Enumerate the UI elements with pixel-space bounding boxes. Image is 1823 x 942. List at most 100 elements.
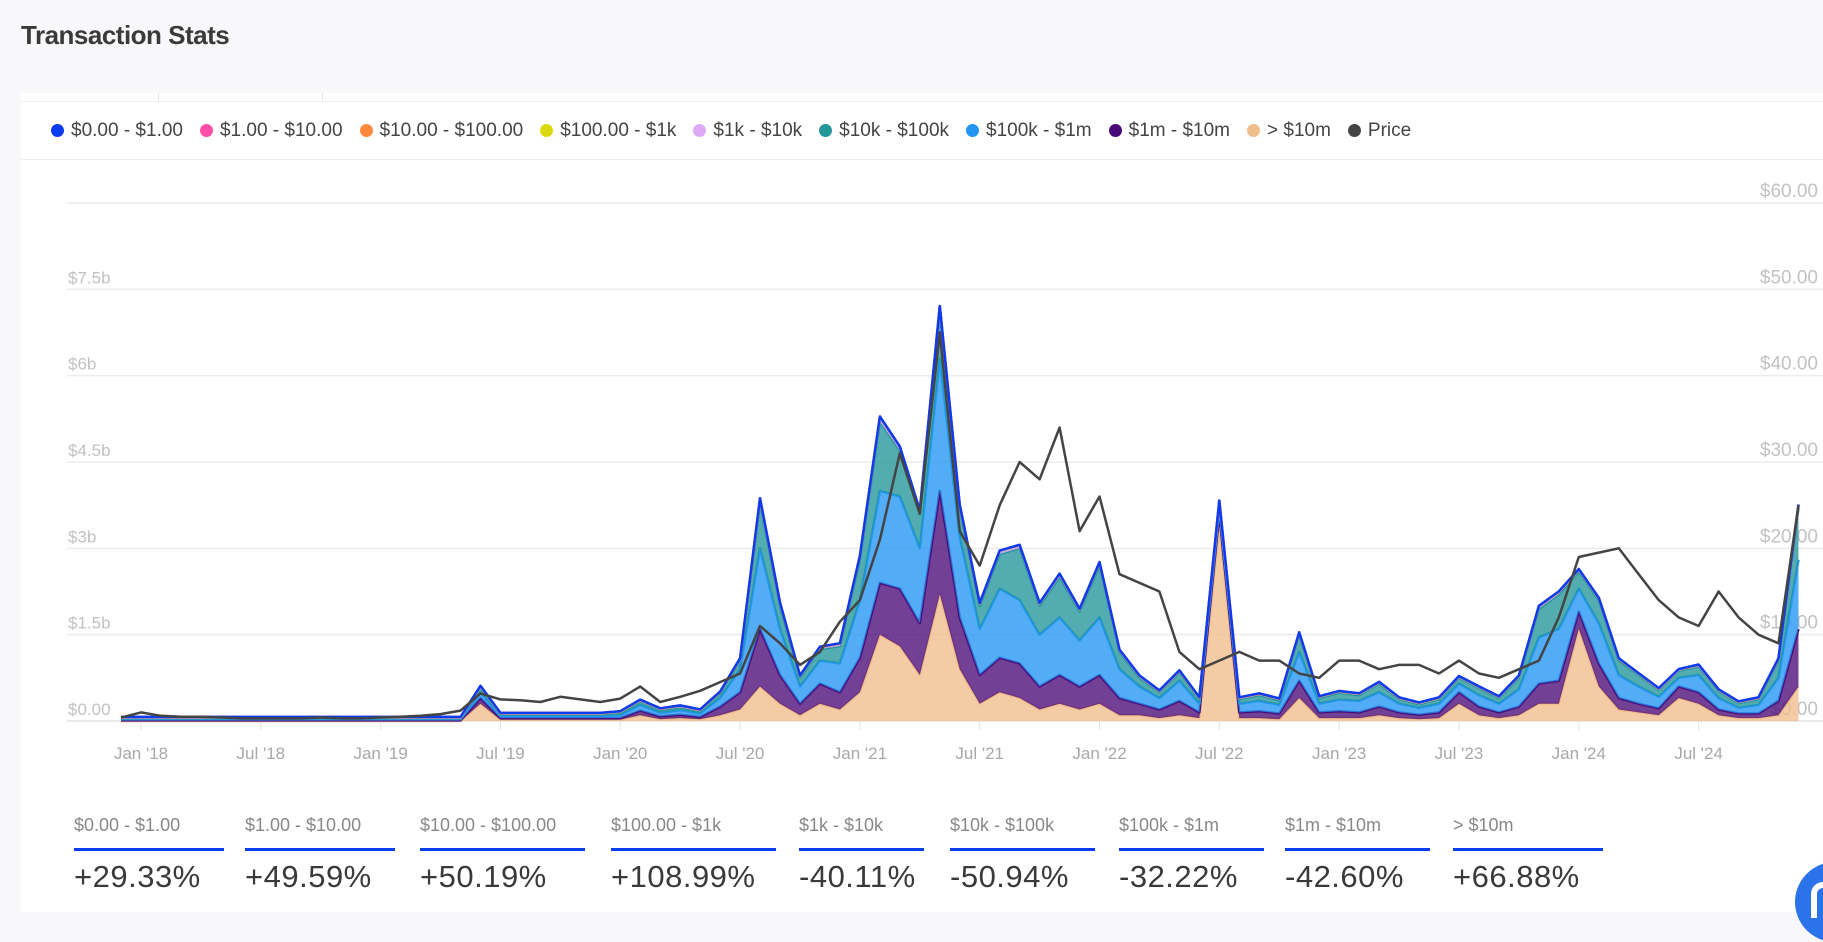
legend-dot-icon bbox=[966, 124, 980, 137]
legend-item[interactable]: Price bbox=[1347, 119, 1412, 142]
legend-dot-icon bbox=[51, 124, 64, 137]
stat-underline bbox=[1119, 848, 1264, 851]
x-tick-label: Jan '21 bbox=[833, 744, 887, 763]
x-tick-label: Jul '22 bbox=[1195, 744, 1244, 763]
stat-label: $0.00 - $1.00 bbox=[74, 815, 181, 835]
legend-label: Price bbox=[1367, 119, 1412, 141]
y-left-tick-label: $3b bbox=[68, 527, 96, 546]
y-left-tick-label: $7.5b bbox=[68, 268, 111, 287]
stat-underline bbox=[74, 848, 224, 851]
legend-label: $100.00 - $1k bbox=[560, 119, 677, 141]
x-tick-label: Jan '20 bbox=[593, 744, 647, 763]
x-tick-label: Jul '24 bbox=[1674, 744, 1723, 763]
x-tick-label: Jan '23 bbox=[1312, 744, 1366, 763]
legend-dot-icon bbox=[693, 124, 707, 137]
tab-strip bbox=[21, 93, 1823, 102]
legend-item[interactable]: $100k - $1m bbox=[966, 120, 1092, 142]
stat-underline bbox=[611, 848, 776, 851]
stat-label: $10.00 - $100.00 bbox=[420, 815, 557, 835]
legend-dot-icon bbox=[199, 124, 213, 137]
stat-value: -50.94% bbox=[950, 859, 1069, 894]
stat-item: $100.00 - $1k +108.99% bbox=[611, 815, 776, 895]
y-right-tick-label: $50.00 bbox=[1760, 267, 1818, 288]
legend-item[interactable]: $100.00 - $1k bbox=[540, 120, 676, 142]
legend-label: $1k - $10k bbox=[713, 119, 803, 141]
legend-label: > $10m bbox=[1267, 119, 1331, 141]
legend-label: $1m - $10m bbox=[1128, 119, 1231, 141]
stat-item: $10.00 - $100.00 +50.19% bbox=[420, 815, 585, 895]
stat-item: $1m - $10m -42.60% bbox=[1285, 815, 1430, 895]
stat-label: > $10m bbox=[1453, 815, 1514, 835]
legend-dot-icon bbox=[1247, 124, 1261, 137]
x-tick-label: Jul '18 bbox=[236, 744, 285, 763]
stat-value: +49.59% bbox=[245, 859, 372, 894]
x-tick-label: Jul '21 bbox=[955, 744, 1004, 763]
stat-value: +29.33% bbox=[74, 859, 201, 894]
x-tick-label: Jan '22 bbox=[1072, 744, 1126, 763]
legend-item[interactable]: $1.00 - $10.00 bbox=[199, 119, 343, 142]
y-left-tick-label: $6b bbox=[68, 355, 96, 374]
area--10k-100k bbox=[121, 312, 1799, 720]
legend-item[interactable]: $10k - $100k bbox=[819, 120, 949, 142]
stat-label: $1.00 - $10.00 bbox=[245, 815, 362, 835]
stat-value: +50.19% bbox=[420, 859, 547, 894]
x-tick-label: Jan '24 bbox=[1552, 744, 1606, 763]
y-left-tick-label: $4.5b bbox=[68, 441, 111, 460]
legend-item[interactable]: $10.00 - $100.00 bbox=[359, 119, 524, 142]
stat-underline bbox=[1285, 848, 1430, 851]
chart-legend: $0.00 - $1.00 $1.00 - $10.00 $10.00 - $100… bbox=[21, 102, 1823, 160]
stat-item: $1.00 - $10.00 +49.59% bbox=[245, 815, 395, 895]
y-right-tick-label: $40.00 bbox=[1760, 354, 1818, 375]
y-right-tick-label: $30.00 bbox=[1760, 440, 1818, 461]
legend-dot-icon bbox=[1108, 124, 1122, 137]
stat-underline bbox=[245, 848, 395, 851]
stat-label: $1m - $10m bbox=[1285, 815, 1382, 835]
y-left-tick-label: $0.00 bbox=[68, 700, 111, 719]
x-tick-label: Jan '18 bbox=[114, 744, 168, 763]
stat-underline bbox=[1453, 848, 1603, 851]
legend-label: $100k - $1m bbox=[986, 119, 1092, 141]
stat-item: $0.00 - $1.00 +29.33% bbox=[74, 815, 224, 895]
stat-value: +66.88% bbox=[1453, 859, 1580, 894]
legend-label: $1.00 - $10.00 bbox=[219, 119, 343, 141]
legend-label: $0.00 - $1.00 bbox=[71, 119, 183, 141]
stat-item: $10k - $100k -50.94% bbox=[950, 815, 1095, 895]
x-tick-label: Jan '19 bbox=[353, 744, 407, 763]
legend-item[interactable]: $1k - $10k bbox=[693, 120, 802, 142]
legend-dot-icon bbox=[819, 124, 833, 137]
transaction-stats-chart: $0.00$1.5b$3b$4.5b$6b$7.5b$0.00$10.00$20… bbox=[67, 181, 1823, 763]
stat-item: $1k - $10k -40.11% bbox=[799, 815, 924, 895]
stat-value: -40.11% bbox=[799, 859, 916, 894]
chat-icon bbox=[1811, 882, 1823, 918]
page-title: Transaction Stats bbox=[21, 20, 230, 50]
area--10m bbox=[121, 525, 1799, 721]
legend-dot-icon bbox=[1347, 124, 1361, 137]
y-right-tick-label: $60.00 bbox=[1760, 181, 1818, 202]
stat-label: $10k - $100k bbox=[950, 815, 1055, 835]
x-tick-label: Jul '23 bbox=[1435, 744, 1484, 763]
legend-label: $10.00 - $100.00 bbox=[379, 119, 524, 141]
stat-value: +108.99% bbox=[611, 859, 756, 894]
legend-item[interactable]: $1m - $10m bbox=[1108, 119, 1231, 142]
price-line bbox=[120, 331, 1800, 720]
x-tick-label: Jul '19 bbox=[476, 744, 525, 763]
y-right-tick-label: $20.00 bbox=[1760, 526, 1818, 547]
stat-underline bbox=[950, 848, 1095, 851]
legend-label: $10k - $100k bbox=[839, 119, 950, 141]
tab-divider bbox=[158, 93, 159, 101]
legend-item[interactable]: $0.00 - $1.00 bbox=[51, 120, 183, 142]
stat-value: -42.60% bbox=[1285, 859, 1404, 894]
tab-divider bbox=[322, 93, 323, 101]
stat-underline bbox=[420, 848, 585, 851]
stat-item: $100k - $1m -32.22% bbox=[1119, 815, 1264, 895]
legend-dot-icon bbox=[359, 124, 373, 137]
stat-value: -32.22% bbox=[1119, 859, 1238, 894]
legend-item[interactable]: > $10m bbox=[1247, 120, 1331, 142]
stat-label: $100.00 - $1k bbox=[611, 815, 722, 835]
x-tick-label: Jul '20 bbox=[716, 744, 765, 763]
legend-dot-icon bbox=[540, 124, 554, 137]
stat-label: $100k - $1m bbox=[1119, 815, 1220, 835]
stat-underline bbox=[799, 848, 924, 851]
y-left-tick-label: $1.5b bbox=[68, 614, 111, 633]
stat-label: $1k - $10k bbox=[799, 815, 884, 835]
